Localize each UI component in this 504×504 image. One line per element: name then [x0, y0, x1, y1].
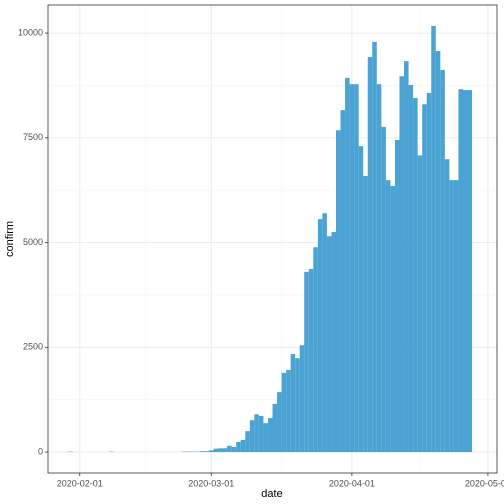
bar	[381, 126, 386, 453]
bar	[199, 451, 205, 453]
bar	[277, 392, 282, 453]
bar	[431, 25, 436, 453]
bar	[326, 236, 332, 453]
bar	[467, 90, 473, 453]
bar	[258, 416, 264, 453]
bar	[308, 268, 314, 453]
bar	[304, 271, 309, 453]
plot	[47, 4, 498, 474]
bar	[435, 51, 441, 453]
y-tick-label: 10000	[18, 27, 43, 37]
bar	[213, 448, 219, 453]
x-tick-label: 2020-03-01	[188, 478, 234, 488]
bar	[236, 441, 241, 453]
bar	[331, 232, 336, 453]
bar	[358, 146, 364, 453]
bar	[408, 85, 414, 453]
bar	[335, 130, 341, 453]
bar	[385, 180, 391, 453]
bar	[413, 98, 418, 453]
bar	[272, 403, 278, 453]
bar	[440, 69, 445, 453]
y-tick-label: 5000	[23, 237, 43, 247]
bar	[281, 372, 287, 453]
bar	[458, 89, 463, 453]
bar	[422, 104, 427, 453]
bar	[245, 431, 250, 453]
bar	[376, 84, 382, 453]
bar	[209, 450, 214, 453]
panel-border	[47, 4, 498, 474]
bar	[349, 84, 355, 453]
bar	[286, 369, 291, 453]
bar	[417, 155, 423, 453]
bar	[444, 159, 450, 453]
bar	[317, 219, 323, 453]
y-tick-label: 2500	[23, 342, 43, 352]
bar	[390, 185, 395, 453]
bar	[399, 76, 405, 453]
bar	[204, 451, 210, 453]
bar	[345, 77, 350, 453]
bar	[372, 41, 377, 453]
bar	[363, 175, 368, 453]
bar	[322, 213, 327, 453]
x-tick-label: 2020-04-01	[329, 478, 375, 488]
bar	[222, 448, 228, 453]
bar	[254, 414, 259, 453]
x-axis-label: date	[261, 488, 282, 500]
y-tick-label: 7500	[23, 132, 43, 142]
bar	[426, 92, 432, 453]
bar	[290, 354, 296, 453]
bar	[340, 110, 346, 453]
x-tick-label: 2020-02-01	[57, 478, 103, 488]
bar	[218, 448, 223, 453]
bar	[404, 61, 409, 453]
bar	[462, 90, 468, 453]
bar	[449, 180, 454, 453]
x-tick-label: 2020-05-01	[465, 478, 504, 488]
bar	[299, 345, 305, 453]
bar	[295, 358, 300, 453]
bar	[453, 180, 459, 453]
bar	[240, 439, 246, 453]
bar	[227, 445, 232, 453]
bar	[267, 418, 273, 453]
bar	[367, 56, 373, 453]
bar	[394, 139, 400, 453]
bar	[231, 447, 237, 453]
bar	[249, 420, 255, 453]
bar	[263, 423, 268, 453]
bar	[313, 247, 318, 453]
y-tick-label: 0	[38, 446, 43, 456]
y-axis-label: confirm	[4, 221, 16, 257]
bar	[354, 84, 359, 453]
